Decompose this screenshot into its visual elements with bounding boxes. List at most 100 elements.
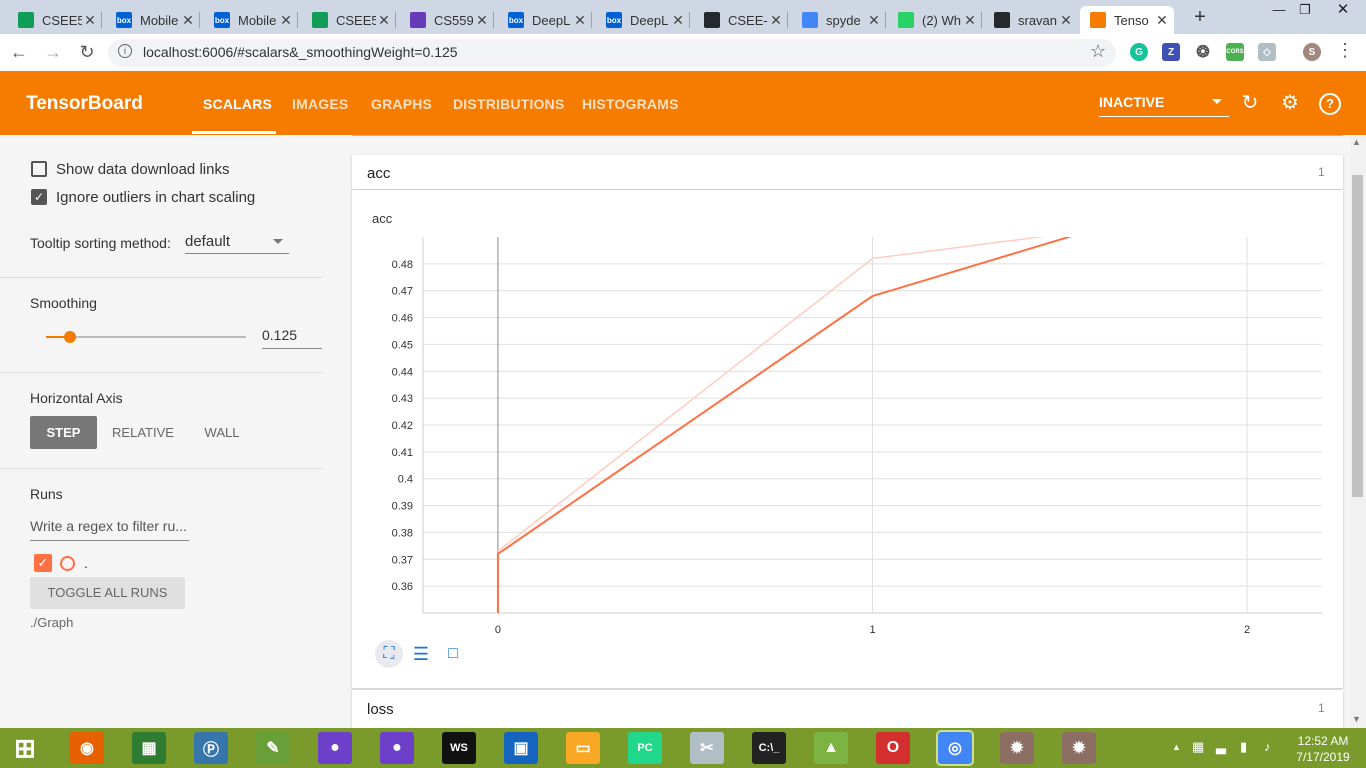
toggle-all-runs-button[interactable]: TOGGLE ALL RUNS xyxy=(30,577,185,609)
new-tab-button[interactable]: + xyxy=(1194,6,1206,28)
browser-tab[interactable]: spyde ✕ xyxy=(792,6,886,34)
bookmark-star-icon[interactable]: ☆ xyxy=(1090,41,1107,61)
volume-muted-icon[interactable]: ♪ xyxy=(1264,739,1271,754)
browser-tab[interactable]: Tenso ✕ xyxy=(1080,6,1174,34)
taskbar-notepad-icon[interactable]: ✎ xyxy=(256,732,290,764)
tab-images[interactable]: IMAGES xyxy=(292,96,349,112)
help-icon[interactable]: ? xyxy=(1319,93,1341,115)
refresh-icon[interactable]: ↻ xyxy=(1241,92,1259,114)
taskbar-opera-icon[interactable]: O xyxy=(876,732,910,764)
browser-tab[interactable]: sravan ✕ xyxy=(984,6,1078,34)
chevron-down-icon[interactable] xyxy=(1212,99,1222,104)
taskbar-chrome-icon[interactable]: ◎ xyxy=(936,730,974,766)
run-radio[interactable] xyxy=(60,556,75,571)
ignore-outliers-checkbox[interactable]: ✓ xyxy=(31,189,47,205)
close-tab-icon[interactable]: ✕ xyxy=(1060,11,1072,28)
smoothing-slider-track[interactable] xyxy=(46,336,246,338)
taskbar-clock[interactable]: 12:52 AM 7/17/2019 xyxy=(1292,733,1354,765)
fit-domain-icon[interactable]: ⛶ xyxy=(375,640,403,668)
taskbar-jetbrains-icon[interactable]: ▣ xyxy=(504,732,538,764)
browser-tab[interactable]: CS559 ✕ xyxy=(400,6,494,34)
tab-histograms[interactable]: HISTOGRAMS xyxy=(582,96,679,112)
smoothing-slider-knob[interactable] xyxy=(64,331,76,343)
tooltip-sorting-select[interactable]: default xyxy=(185,233,231,250)
minimize-button[interactable]: — xyxy=(1272,2,1286,17)
close-tab-icon[interactable]: ✕ xyxy=(84,11,96,28)
close-tab-icon[interactable]: ✕ xyxy=(964,11,976,28)
close-tab-icon[interactable]: ✕ xyxy=(1156,11,1168,28)
taskbar-github-desktop-icon[interactable]: ● xyxy=(318,732,352,764)
profile-avatar[interactable]: S xyxy=(1303,43,1321,61)
info-icon[interactable]: i xyxy=(118,44,132,58)
axis-relative-button[interactable]: RELATIVE xyxy=(112,425,174,440)
loss-card-header[interactable] xyxy=(352,690,1343,728)
taskbar-store-icon[interactable]: ▦ xyxy=(132,732,166,764)
address-bar[interactable] xyxy=(108,39,1116,67)
axis-wall-button[interactable]: WALL xyxy=(204,425,240,440)
taskbar-pycharm-icon[interactable]: PC xyxy=(628,732,662,764)
grammarly-icon[interactable]: G xyxy=(1130,43,1148,61)
scroll-down-icon[interactable]: ▼ xyxy=(1352,714,1361,724)
scrollbar-thumb[interactable] xyxy=(1352,175,1363,497)
close-tab-icon[interactable]: ✕ xyxy=(770,11,782,28)
close-tab-icon[interactable]: ✕ xyxy=(378,11,390,28)
tray-expand-icon[interactable]: ▲ xyxy=(1172,742,1181,752)
taskbar-spider-icon[interactable]: ✹ xyxy=(1062,732,1096,764)
battery-icon[interactable]: ▮ xyxy=(1240,739,1248,754)
forward-icon[interactable]: → xyxy=(44,42,62,62)
back-icon[interactable]: ← xyxy=(10,42,28,62)
taskbar-spider-icon[interactable]: ✹ xyxy=(1000,732,1034,764)
taskbar-android-studio-icon[interactable]: ▲ xyxy=(814,732,848,764)
browser-tab[interactable]: CSEE5 ✕ xyxy=(302,6,396,34)
browser-tab[interactable]: box Mobile ✕ xyxy=(106,6,200,34)
taskbar-snipping-icon[interactable]: ✂ xyxy=(690,732,724,764)
zotero-icon[interactable]: Z xyxy=(1162,43,1180,61)
cors-icon[interactable]: CORS xyxy=(1226,43,1244,61)
browser-tab[interactable]: CSEE5 ✕ xyxy=(8,6,102,34)
browser-tab[interactable]: box Mobile ✕ xyxy=(204,6,298,34)
maximize-button[interactable]: ❐ xyxy=(1299,2,1311,17)
extension-swirl-icon[interactable]: ❂ xyxy=(1194,43,1212,61)
close-tab-icon[interactable]: ✕ xyxy=(280,11,292,28)
close-tab-icon[interactable]: ✕ xyxy=(868,11,880,28)
close-tab-icon[interactable]: ✕ xyxy=(476,11,488,28)
acc-card-header[interactable] xyxy=(352,155,1343,189)
runs-filter-input[interactable]: Write a regex to filter ru... xyxy=(30,518,187,534)
run-checkbox[interactable]: ✓ xyxy=(34,554,52,572)
browser-tab[interactable]: box DeepL ✕ xyxy=(498,6,592,34)
taskbar-cmd-icon[interactable]: C:\_ xyxy=(752,732,786,764)
tray-network-icon[interactable]: ▦ xyxy=(1192,739,1205,754)
browser-tab[interactable]: CSEE- ✕ xyxy=(694,6,788,34)
axis-step-button[interactable]: STEP xyxy=(30,416,97,449)
menu-kebab-icon[interactable]: ⋮ xyxy=(1336,40,1354,60)
taskbar-python-icon[interactable]: Ⓟ xyxy=(194,732,228,764)
close-tab-icon[interactable]: ✕ xyxy=(672,11,684,28)
close-tab-icon[interactable]: ✕ xyxy=(182,11,194,28)
tab-graphs[interactable]: GRAPHS xyxy=(371,96,433,112)
taskbar-start-icon[interactable]: ⊞ xyxy=(14,732,36,763)
browser-tab[interactable]: (2) Wh ✕ xyxy=(888,6,982,34)
close-window-button[interactable]: ✕ xyxy=(1336,1,1350,18)
reload-icon[interactable]: ↻ xyxy=(79,42,95,62)
plugin-select[interactable]: INACTIVE xyxy=(1099,94,1165,110)
log-scale-icon[interactable]: ☰ xyxy=(412,644,430,664)
tab-distributions[interactable]: DISTRIBUTIONS xyxy=(453,96,565,112)
taskbar-firefox-icon[interactable]: ◉ xyxy=(70,732,104,764)
scroll-up-icon[interactable]: ▲ xyxy=(1352,137,1361,147)
taskbar-explorer-icon[interactable]: ▭ xyxy=(566,732,600,764)
show-download-checkbox[interactable] xyxy=(31,161,47,177)
smoothing-value-input[interactable]: 0.125 xyxy=(262,327,298,343)
chevron-down-icon[interactable] xyxy=(273,239,283,244)
taskbar-github-desktop-icon[interactable]: ● xyxy=(380,732,414,764)
close-tab-icon[interactable]: ✕ xyxy=(574,11,586,28)
acc-chart[interactable]: 0.36 0.37 0.38 0.39 0.4 0.41 0.42 0.43 0.44 0.45 0… xyxy=(352,225,1343,640)
taskbar-webstorm-icon[interactable]: WS xyxy=(442,732,476,764)
url-text[interactable]: localhost:6006/#scalars&_smoothingWeight… xyxy=(143,44,458,60)
tab-scalars[interactable]: SCALARS xyxy=(203,96,273,112)
settings-gear-icon[interactable]: ⚙ xyxy=(1281,92,1299,114)
wifi-signal-icon[interactable]: ▃ xyxy=(1216,739,1226,754)
browser-tab[interactable]: box DeepL ✕ xyxy=(596,6,690,34)
expand-chart-icon[interactable]: □ xyxy=(448,645,458,662)
show-download-label: Show data download links xyxy=(56,161,230,178)
shield-icon[interactable]: ◇ xyxy=(1258,43,1276,61)
